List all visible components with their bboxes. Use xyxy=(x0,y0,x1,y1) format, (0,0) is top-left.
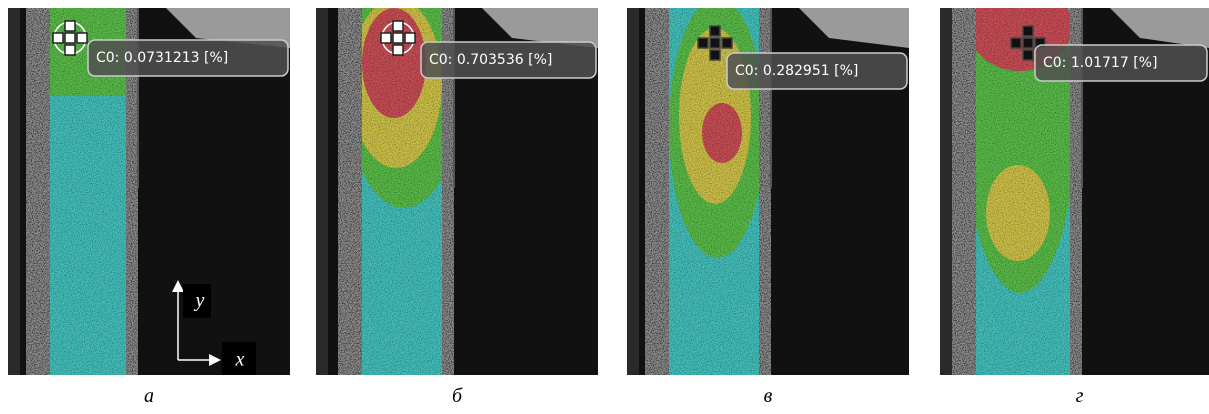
probe-point xyxy=(393,45,403,55)
axis-label: y xyxy=(194,290,205,312)
grip-left xyxy=(8,8,20,375)
caption: в xyxy=(764,385,773,407)
probe-point xyxy=(405,33,415,43)
grip-left xyxy=(627,8,639,375)
probe-point xyxy=(65,33,75,43)
caption: г xyxy=(1076,385,1084,407)
probe-point xyxy=(381,33,391,43)
readout: C0: 0.282951 [%] xyxy=(735,63,858,79)
axis-label: x xyxy=(235,349,245,371)
panel: C0: 0.703536 [%] xyxy=(316,0,616,408)
figure: C0: 0.0731213 [%] y x а C0: 0.703536 [%] б C0:… xyxy=(0,0,1209,414)
readout: C0: 0.0731213 [%] xyxy=(96,50,228,66)
probe-point xyxy=(710,26,720,36)
panel: C0: 1.01717 [%] xyxy=(940,0,1209,408)
probe-point xyxy=(722,38,732,48)
grip-left xyxy=(316,8,328,375)
probe-point xyxy=(1011,38,1021,48)
readout: C0: 1.01717 [%] xyxy=(1043,55,1157,71)
readout: C0: 0.703536 [%] xyxy=(429,52,552,68)
probe-point xyxy=(393,21,403,31)
panel: C0: 0.0731213 [%] y x xyxy=(8,8,308,408)
probe-point xyxy=(710,38,720,48)
caption: а xyxy=(144,385,154,407)
probe-point xyxy=(393,33,403,43)
probe-point xyxy=(53,33,63,43)
probe-point xyxy=(65,45,75,55)
caption: б xyxy=(452,385,463,407)
probe-point xyxy=(77,33,87,43)
probe-point xyxy=(1023,26,1033,36)
panel: C0: 0.282951 [%] xyxy=(627,0,927,408)
probe-point xyxy=(698,38,708,48)
probe-point xyxy=(65,21,75,31)
probe-point xyxy=(1023,50,1033,60)
probe-point xyxy=(710,50,720,60)
probe-point xyxy=(1023,38,1033,48)
grip-left xyxy=(940,8,952,375)
